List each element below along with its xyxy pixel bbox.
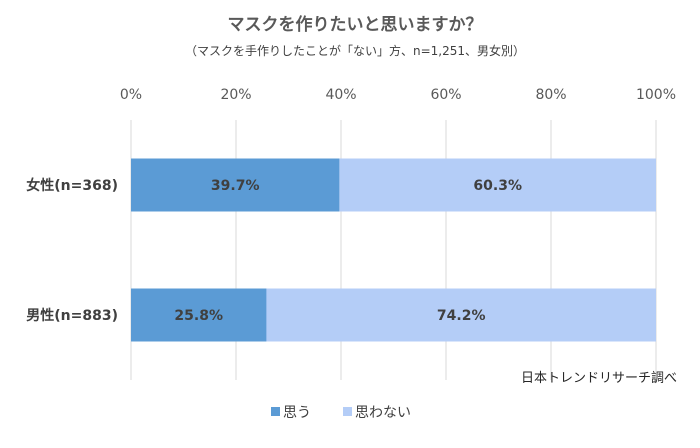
x-tick-label: 0% — [120, 87, 142, 103]
x-tick-label: 40% — [325, 87, 356, 103]
legend-label: 思わない — [355, 405, 411, 421]
chart-title: マスクを作りたいと思いますか？ — [228, 14, 483, 35]
data-label: 39.7% — [211, 178, 260, 194]
x-tick-label: 60% — [430, 87, 461, 103]
legend-swatch — [343, 407, 352, 416]
legend-swatch — [271, 407, 280, 416]
category-labels: 女性(n=368) 男性(n=883) — [26, 177, 118, 324]
x-tick-label: 100% — [636, 87, 676, 103]
chart-subtitle: （マスクを手作りしたことが「ない」方、n=1,251、男女別） — [185, 43, 525, 58]
bar-segment — [131, 288, 267, 342]
x-tick-label: 20% — [220, 87, 251, 103]
category-label: 男性(n=883) — [26, 307, 118, 324]
legend-label: 思う — [283, 405, 311, 421]
data-label: 60.3% — [473, 178, 522, 194]
bar-segment — [266, 288, 656, 342]
data-label: 25.8% — [174, 308, 223, 324]
x-axis-ticks: 0% 20% 40% 60% 80% 100% — [120, 87, 676, 103]
bars: 39.7% 60.3% 25.8% 74.2% — [131, 158, 656, 342]
source-note: 日本トレンドリサーチ調べ — [521, 371, 677, 386]
bar-segment — [339, 158, 656, 212]
x-tick-label: 80% — [535, 87, 566, 103]
legend: 思う 思わない — [271, 405, 411, 421]
bar-segment — [131, 158, 340, 212]
category-label: 女性(n=368) — [26, 177, 118, 194]
data-label: 74.2% — [437, 308, 486, 324]
